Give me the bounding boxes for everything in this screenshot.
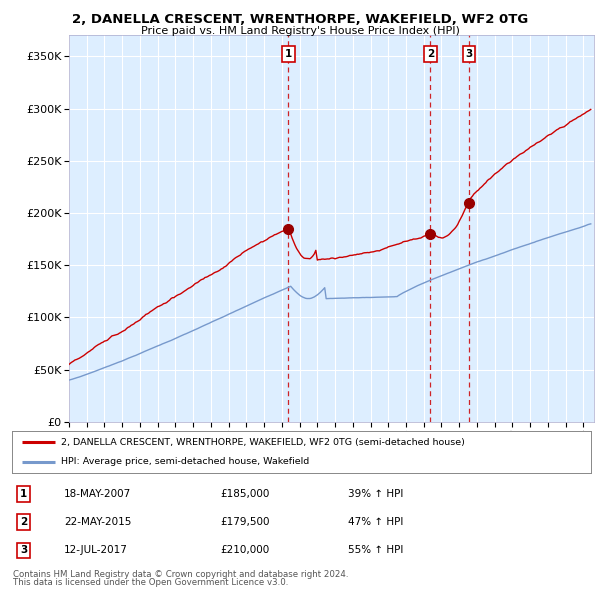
Text: 1: 1 [285, 49, 292, 59]
Text: 2: 2 [427, 49, 434, 59]
Text: 3: 3 [20, 546, 27, 555]
Text: This data is licensed under the Open Government Licence v3.0.: This data is licensed under the Open Gov… [13, 578, 289, 587]
Text: £185,000: £185,000 [220, 489, 270, 499]
Text: 47% ↑ HPI: 47% ↑ HPI [348, 517, 403, 527]
Text: Contains HM Land Registry data © Crown copyright and database right 2024.: Contains HM Land Registry data © Crown c… [13, 570, 349, 579]
Text: HPI: Average price, semi-detached house, Wakefield: HPI: Average price, semi-detached house,… [61, 457, 310, 466]
Text: 2: 2 [20, 517, 27, 527]
Text: 39% ↑ HPI: 39% ↑ HPI [348, 489, 403, 499]
Text: £210,000: £210,000 [220, 546, 269, 555]
Text: 3: 3 [465, 49, 472, 59]
Text: 2, DANELLA CRESCENT, WRENTHORPE, WAKEFIELD, WF2 0TG (semi-detached house): 2, DANELLA CRESCENT, WRENTHORPE, WAKEFIE… [61, 438, 465, 447]
Text: 22-MAY-2015: 22-MAY-2015 [64, 517, 131, 527]
Text: 1: 1 [20, 489, 27, 499]
Text: 12-JUL-2017: 12-JUL-2017 [64, 546, 128, 555]
Text: 2, DANELLA CRESCENT, WRENTHORPE, WAKEFIELD, WF2 0TG: 2, DANELLA CRESCENT, WRENTHORPE, WAKEFIE… [72, 13, 528, 26]
Text: £179,500: £179,500 [220, 517, 270, 527]
Text: Price paid vs. HM Land Registry's House Price Index (HPI): Price paid vs. HM Land Registry's House … [140, 26, 460, 36]
Text: 18-MAY-2007: 18-MAY-2007 [64, 489, 131, 499]
Text: 55% ↑ HPI: 55% ↑ HPI [348, 546, 403, 555]
